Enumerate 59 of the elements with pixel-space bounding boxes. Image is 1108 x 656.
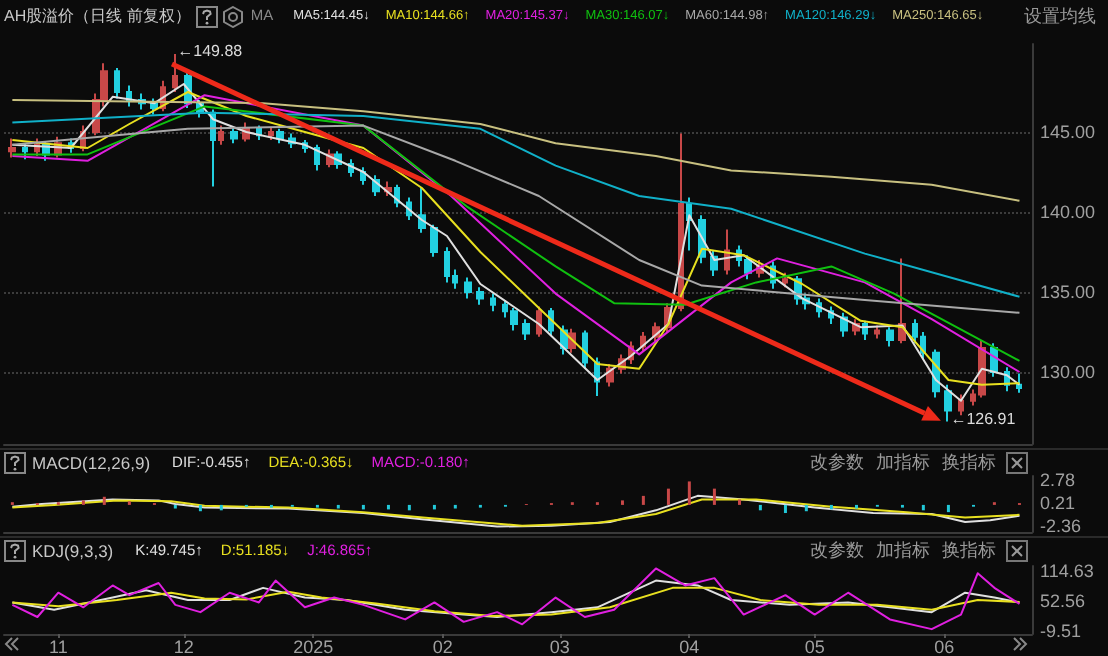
annotation: ←149.88	[177, 41, 243, 60]
y-tick-label: 0.21	[1040, 493, 1076, 514]
candlestick	[476, 286, 484, 306]
candlestick	[886, 326, 894, 348]
y-tick-label: -9.51	[1040, 621, 1082, 642]
candlestick	[840, 311, 848, 338]
candlestick	[22, 142, 28, 161]
y-tick-label: 52.56	[1040, 591, 1086, 612]
candlestick	[536, 305, 542, 338]
y-tick-label: 114.63	[1040, 561, 1094, 582]
annotation: ←126.91	[950, 409, 1016, 428]
x-tick-label: 11	[48, 637, 68, 656]
x-tick-label: 2025	[293, 637, 334, 656]
candlestick	[314, 143, 320, 172]
line-series	[11, 99, 1021, 202]
line-series	[11, 586, 1021, 618]
candlestick	[276, 127, 284, 145]
candlestick	[430, 223, 438, 258]
y-tick-label: 2.78	[1040, 469, 1076, 490]
candlestick	[360, 166, 366, 186]
text: 加指标	[876, 450, 930, 476]
x-tick-label: 04	[679, 637, 700, 656]
candlestick	[782, 271, 788, 289]
candlestick	[510, 307, 518, 332]
candlestick	[230, 126, 238, 145]
chart-title: KDJ(9,3,3)	[32, 541, 114, 561]
candlestick	[8, 137, 16, 159]
y-tick-label: -2.36	[1040, 516, 1082, 537]
y-tick-label: 140.00	[1040, 202, 1096, 222]
text: 改参数	[810, 538, 864, 564]
candlestick	[268, 126, 274, 141]
candlestick	[172, 52, 178, 93]
x-tick-label: 06	[934, 637, 955, 656]
line-series	[11, 567, 1021, 631]
x-tick-label: 05	[804, 637, 825, 656]
candlestick	[1016, 372, 1022, 394]
y-tick-label: 135.00	[1040, 282, 1096, 302]
y-tick-label: 145.00	[1040, 122, 1096, 142]
candlestick	[490, 292, 496, 313]
text: 设置均线	[1024, 4, 1096, 30]
candlestick	[218, 124, 224, 146]
candlestick	[944, 383, 952, 423]
candlestick	[444, 246, 450, 284]
text: 换指标	[942, 450, 996, 476]
x-tick-label: 03	[549, 637, 570, 656]
candlestick	[874, 324, 880, 340]
chart-title: MACD(12,26,9)	[32, 453, 151, 473]
candlestick	[898, 257, 906, 345]
y-tick-label: 130.00	[1040, 362, 1096, 382]
x-tick-label: 12	[173, 637, 194, 656]
chart-title: AH股溢价（日线 前复权）	[4, 7, 191, 25]
candlestick	[114, 67, 120, 100]
text: 换指标	[942, 538, 996, 564]
candlestick	[582, 329, 588, 370]
candlestick	[464, 276, 472, 300]
candlestick	[522, 318, 530, 341]
x-tick-label: 02	[432, 637, 453, 656]
text: 加指标	[876, 538, 930, 564]
text: 改参数	[810, 450, 864, 476]
